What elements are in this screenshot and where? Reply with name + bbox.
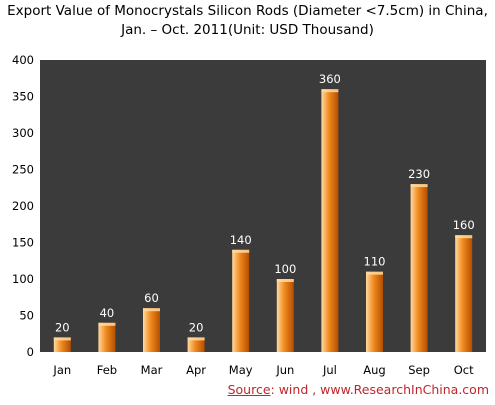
y-axis-ticks: 0 50 100 150 200 250 300 350 400 bbox=[12, 53, 34, 359]
y-tick-label: 200 bbox=[12, 199, 34, 213]
bar-jun bbox=[276, 279, 294, 352]
bar-cap-mar bbox=[143, 308, 160, 312]
x-tick-label-apr: Apr bbox=[186, 363, 206, 377]
x-tick-label-jul: Jul bbox=[322, 363, 337, 377]
x-tick-label-oct: Oct bbox=[454, 363, 474, 377]
y-tick-label: 350 bbox=[12, 90, 34, 104]
data-label-jun: 100 bbox=[274, 262, 296, 276]
bar-cap-aug bbox=[366, 271, 383, 275]
source-note: Source: wind , www.ResearchInChina.com bbox=[228, 382, 489, 397]
bar-cap-jan bbox=[53, 337, 71, 341]
data-label-may: 140 bbox=[230, 233, 252, 247]
x-tick-label-may: May bbox=[229, 363, 253, 377]
bar-feb bbox=[98, 322, 116, 352]
x-tick-label-jan: Jan bbox=[52, 363, 71, 377]
bar-may bbox=[232, 249, 250, 352]
bar-sep bbox=[410, 184, 428, 352]
y-tick-label: 250 bbox=[12, 163, 34, 177]
bar-cap-apr bbox=[187, 337, 205, 341]
y-tick-label: 0 bbox=[27, 345, 34, 359]
source-text: : wind , www.ResearchInChina.com bbox=[270, 382, 489, 397]
data-labels: 20 40 60 20 140 100 360 110 230 160 bbox=[55, 72, 475, 334]
bar-cap-jun bbox=[276, 279, 294, 282]
chart-title-line-2: Jan. – Oct. 2011(Unit: USD Thousand) bbox=[121, 22, 374, 38]
y-tick-label: 50 bbox=[19, 309, 34, 323]
bar-jul bbox=[321, 89, 339, 352]
bar-aug bbox=[366, 271, 383, 352]
y-tick-label: 400 bbox=[12, 53, 34, 67]
data-label-jul: 360 bbox=[319, 72, 341, 86]
x-tick-label-aug: Aug bbox=[363, 363, 385, 377]
bar-mar bbox=[143, 308, 160, 352]
y-tick-label: 100 bbox=[12, 272, 34, 286]
data-label-oct: 160 bbox=[453, 218, 475, 232]
x-tick-label-mar: Mar bbox=[141, 363, 163, 377]
data-label-apr: 20 bbox=[189, 320, 204, 334]
bars bbox=[53, 89, 473, 352]
bar-cap-sep bbox=[410, 184, 428, 188]
bar-cap-feb bbox=[98, 322, 116, 326]
data-label-mar: 60 bbox=[144, 291, 159, 305]
y-tick-label: 150 bbox=[12, 236, 34, 250]
data-label-sep: 230 bbox=[408, 167, 430, 181]
data-label-jan: 20 bbox=[55, 320, 70, 334]
bar-cap-jul bbox=[321, 89, 339, 93]
bar-cap-oct bbox=[455, 235, 473, 239]
data-label-feb: 40 bbox=[100, 306, 115, 320]
chart-title-line-1: Export Value of Monocrystals Silicon Rod… bbox=[7, 3, 488, 19]
bar-cap-may bbox=[232, 249, 250, 253]
bar-apr bbox=[187, 337, 205, 352]
x-tick-label-jun: Jun bbox=[275, 363, 294, 377]
x-tick-label-sep: Sep bbox=[408, 363, 430, 377]
y-tick-label: 300 bbox=[12, 126, 34, 140]
bar-jan bbox=[53, 337, 71, 352]
source-label: Source bbox=[227, 382, 271, 397]
data-label-aug: 110 bbox=[364, 255, 386, 269]
x-axis-ticks: Jan Feb Mar Apr May Jun Jul Aug Sep Oct bbox=[52, 363, 474, 377]
bar-oct bbox=[455, 235, 473, 352]
x-tick-label-feb: Feb bbox=[97, 363, 117, 377]
